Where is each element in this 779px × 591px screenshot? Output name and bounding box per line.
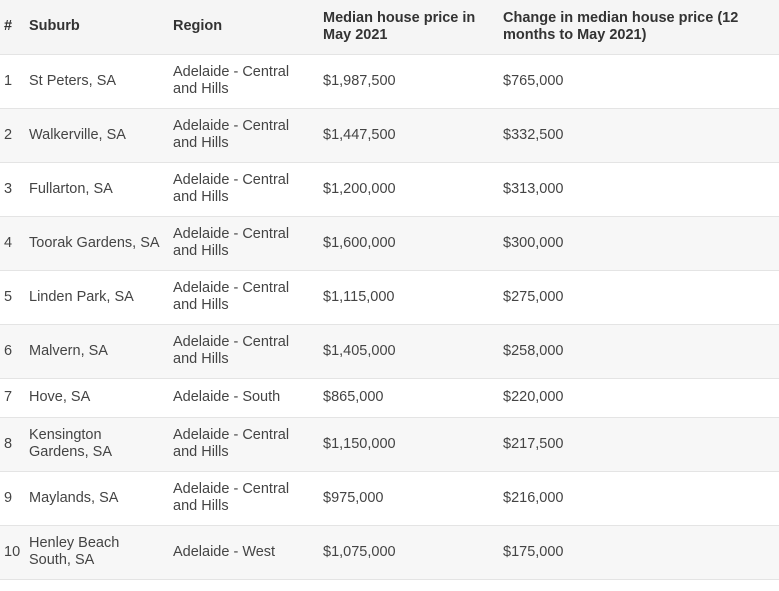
row-suburb: Maylands, SA <box>29 489 119 506</box>
row-region: Adelaide - West <box>173 543 276 560</box>
row-median-price: $1,075,000 <box>323 543 396 560</box>
row-region: Adelaide - Central and Hills <box>173 118 290 151</box>
table-row: 9 Maylands, SA Adelaide - Central and Hi… <box>0 471 779 525</box>
row-rank: 6 <box>4 342 13 359</box>
row-price-change: $175,000 <box>503 543 564 560</box>
row-rank: 9 <box>4 489 13 506</box>
row-region: Adelaide - Central and Hills <box>173 280 290 313</box>
row-median-price: $1,405,000 <box>323 342 396 359</box>
row-region: Adelaide - Central and Hills <box>173 334 290 367</box>
row-suburb: Linden Park, SA <box>29 288 134 305</box>
row-median-price: $1,600,000 <box>323 234 396 251</box>
row-rank: 4 <box>4 234 13 251</box>
header-rank: # <box>4 18 13 35</box>
row-suburb: Henley Beach South, SA <box>29 535 120 568</box>
row-suburb: Toorak Gardens, SA <box>29 234 160 251</box>
row-price-change: $300,000 <box>503 234 564 251</box>
row-suburb: Hove, SA <box>29 389 91 405</box>
row-suburb: Walkerville, SA <box>29 126 126 143</box>
row-price-change: $220,000 <box>503 389 564 405</box>
table-row: 4 Toorak Gardens, SA Adelaide - Central … <box>0 216 779 270</box>
table-row: 5 Linden Park, SA Adelaide - Central and… <box>0 270 779 324</box>
row-median-price: $1,115,000 <box>323 288 395 305</box>
row-region: Adelaide - Central and Hills <box>173 172 290 205</box>
row-price-change: $216,000 <box>503 489 564 506</box>
row-rank: 2 <box>4 126 13 143</box>
row-rank: 5 <box>4 288 13 305</box>
header-median-price: Median house price in May 2021 <box>323 9 476 43</box>
table-row: 7 Hove, SA Adelaide - South $865,000 $22… <box>0 378 779 417</box>
row-rank: 7 <box>4 389 13 405</box>
table-row: 1 St Peters, SA Adelaide - Central and H… <box>0 54 779 108</box>
row-suburb: Kensington Gardens, SA <box>29 427 113 460</box>
header-region: Region <box>173 18 223 35</box>
row-price-change: $258,000 <box>503 342 564 359</box>
table-row: 3 Fullarton, SA Adelaide - Central and H… <box>0 162 779 216</box>
header-suburb: Suburb <box>29 18 80 35</box>
row-price-change: $313,000 <box>503 180 564 197</box>
row-median-price: $1,150,000 <box>323 435 396 452</box>
row-price-change: $332,500 <box>503 126 564 143</box>
row-suburb: Fullarton, SA <box>29 180 113 197</box>
row-region: Adelaide - Central and Hills <box>173 64 290 97</box>
row-suburb: Malvern, SA <box>29 342 108 359</box>
table-row: 10 Henley Beach South, SA Adelaide - Wes… <box>0 525 779 579</box>
row-median-price: $865,000 <box>323 389 384 405</box>
row-rank: 10 <box>4 543 21 560</box>
row-region: Adelaide - Central and Hills <box>173 481 290 514</box>
row-median-price: $1,987,500 <box>323 72 396 89</box>
table-row: 2 Walkerville, SA Adelaide - Central and… <box>0 108 779 162</box>
row-region: Adelaide - Central and Hills <box>173 427 290 460</box>
table-header-row: # Suburb Region Median house price in Ma… <box>0 0 779 54</box>
header-price-change: Change in median house price (12 months … <box>503 9 739 43</box>
row-median-price: $975,000 <box>323 489 384 506</box>
row-median-price: $1,447,500 <box>323 126 396 143</box>
row-rank: 3 <box>4 180 13 197</box>
row-rank: 1 <box>4 72 13 89</box>
table-row: 6 Malvern, SA Adelaide - Central and Hil… <box>0 324 779 378</box>
row-rank: 8 <box>4 435 13 452</box>
row-price-change: $275,000 <box>503 288 564 305</box>
row-price-change: $765,000 <box>503 72 564 89</box>
row-suburb: St Peters, SA <box>29 72 117 89</box>
row-median-price: $1,200,000 <box>323 180 396 197</box>
row-region: Adelaide - Central and Hills <box>173 226 290 259</box>
row-region: Adelaide - South <box>173 389 281 405</box>
row-price-change: $217,500 <box>503 435 564 452</box>
table-row: 8 Kensington Gardens, SA Adelaide - Cent… <box>0 417 779 471</box>
